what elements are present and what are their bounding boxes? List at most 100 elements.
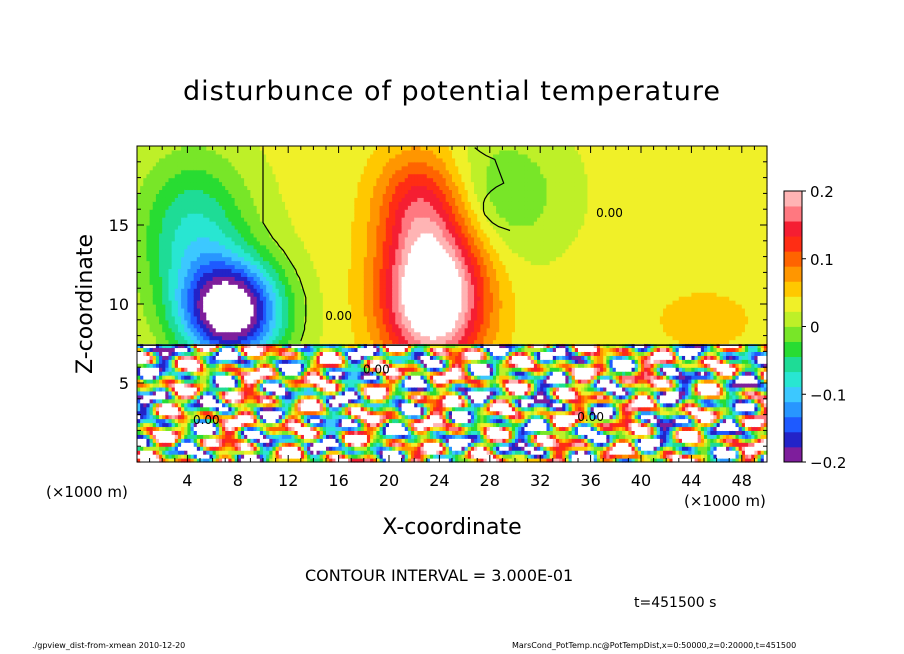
field-cell bbox=[137, 232, 141, 238]
field-cell bbox=[187, 327, 192, 333]
field-cell bbox=[137, 240, 141, 246]
field-cell bbox=[171, 315, 176, 321]
field-cell bbox=[137, 300, 141, 305]
field-cell bbox=[184, 288, 188, 293]
field-cell bbox=[140, 236, 144, 242]
field-cell bbox=[174, 311, 179, 317]
field-cell bbox=[159, 386, 163, 392]
field-cell bbox=[140, 205, 144, 210]
field-cell bbox=[190, 398, 195, 404]
field-cell bbox=[149, 422, 154, 428]
field-cell bbox=[140, 177, 144, 183]
field-cell bbox=[149, 414, 154, 420]
field-cell bbox=[168, 335, 173, 341]
field-cell bbox=[171, 331, 176, 337]
field-cell bbox=[140, 327, 144, 333]
field-cell bbox=[155, 390, 160, 396]
field-cell bbox=[162, 386, 166, 392]
field-cell bbox=[181, 339, 185, 345]
field-cell bbox=[177, 426, 182, 431]
field-cell bbox=[190, 351, 195, 356]
field-cell bbox=[168, 146, 173, 151]
field-cell bbox=[159, 339, 163, 345]
field-cell bbox=[177, 327, 182, 333]
field-cell bbox=[187, 375, 192, 380]
field-cell bbox=[190, 256, 195, 262]
field-cell bbox=[162, 260, 166, 266]
field-cell bbox=[174, 248, 179, 254]
field-cell bbox=[181, 458, 185, 463]
field-cell bbox=[174, 165, 179, 171]
field-cell bbox=[137, 260, 141, 266]
field-cell bbox=[140, 426, 144, 431]
field-cell bbox=[190, 248, 195, 254]
field-cell bbox=[177, 446, 182, 451]
field-cell bbox=[203, 410, 207, 416]
field-cell bbox=[187, 430, 192, 435]
field-cell bbox=[196, 335, 201, 341]
field-cell bbox=[203, 450, 207, 455]
field-cell bbox=[143, 244, 148, 250]
field-cell bbox=[203, 371, 207, 376]
field-cell bbox=[155, 276, 160, 281]
field-cell bbox=[196, 426, 201, 431]
field-cell bbox=[200, 359, 204, 364]
field-cell bbox=[190, 173, 195, 179]
field-cell bbox=[196, 260, 201, 266]
field-cell bbox=[177, 272, 182, 277]
field-cell bbox=[196, 311, 201, 317]
field-cell bbox=[162, 232, 166, 238]
field-cell bbox=[146, 161, 151, 167]
field-cell bbox=[143, 410, 148, 416]
field-cell bbox=[162, 276, 166, 281]
field-cell bbox=[146, 248, 151, 254]
field-cell bbox=[187, 351, 192, 356]
field-cell bbox=[143, 161, 148, 167]
field-cell bbox=[165, 264, 170, 270]
field-cell bbox=[155, 438, 160, 443]
field-cell bbox=[152, 185, 157, 191]
field-cell bbox=[159, 169, 163, 175]
field-cell bbox=[177, 181, 182, 187]
field-cell bbox=[155, 339, 160, 345]
field-cell bbox=[177, 201, 182, 206]
field-cell bbox=[168, 260, 173, 266]
field-cell bbox=[137, 307, 141, 313]
field-cell bbox=[146, 276, 151, 281]
field-cell bbox=[193, 213, 198, 218]
field-cell bbox=[187, 256, 192, 262]
field-cell bbox=[143, 323, 148, 329]
field-cell bbox=[155, 248, 160, 254]
field-cell bbox=[187, 149, 192, 155]
field-cell bbox=[168, 240, 173, 246]
field-cell bbox=[159, 252, 163, 258]
field-cell bbox=[196, 410, 201, 416]
field-cell bbox=[190, 418, 195, 424]
field-cell bbox=[184, 339, 188, 345]
field-cell bbox=[181, 201, 185, 206]
field-cell bbox=[196, 201, 201, 206]
field-cell bbox=[165, 355, 170, 360]
field-cell bbox=[168, 442, 173, 447]
field-cell bbox=[174, 446, 179, 451]
field-cell bbox=[177, 225, 182, 230]
field-cell bbox=[155, 335, 160, 341]
field-cell bbox=[196, 189, 201, 194]
field-cell bbox=[165, 311, 170, 317]
field-cell bbox=[162, 181, 166, 187]
field-cell bbox=[196, 383, 201, 388]
field-cell bbox=[168, 311, 173, 317]
field-cell bbox=[137, 169, 141, 175]
field-cell bbox=[200, 307, 204, 313]
field-cell bbox=[184, 426, 188, 431]
field-cell bbox=[143, 149, 148, 155]
field-cell bbox=[168, 153, 173, 159]
field-cell bbox=[184, 201, 188, 206]
field-cell bbox=[200, 280, 204, 285]
field-cell bbox=[196, 292, 201, 297]
field-cell bbox=[196, 173, 201, 179]
field-cell bbox=[137, 185, 141, 191]
field-cell bbox=[171, 339, 176, 345]
field-cell bbox=[184, 264, 188, 270]
field-cell bbox=[162, 434, 166, 439]
